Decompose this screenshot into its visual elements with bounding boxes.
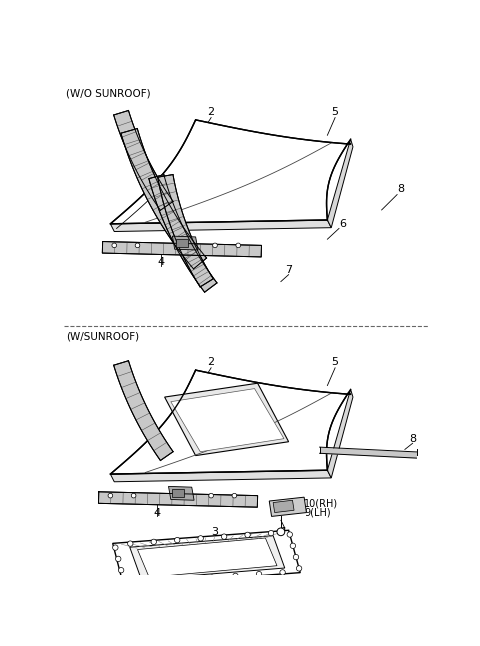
Text: 7: 7 bbox=[285, 265, 292, 275]
Polygon shape bbox=[110, 470, 331, 482]
Text: 2: 2 bbox=[207, 357, 215, 368]
Circle shape bbox=[108, 494, 113, 498]
Circle shape bbox=[296, 566, 302, 571]
Polygon shape bbox=[110, 220, 331, 231]
Circle shape bbox=[287, 532, 292, 537]
Polygon shape bbox=[172, 236, 198, 250]
Polygon shape bbox=[114, 360, 173, 461]
Polygon shape bbox=[121, 129, 206, 269]
Polygon shape bbox=[165, 383, 288, 455]
Polygon shape bbox=[176, 239, 188, 247]
Text: 9(LH): 9(LH) bbox=[304, 508, 331, 517]
Polygon shape bbox=[113, 530, 300, 586]
Circle shape bbox=[186, 577, 191, 582]
Polygon shape bbox=[327, 390, 353, 478]
Polygon shape bbox=[110, 370, 350, 474]
Text: 3: 3 bbox=[212, 527, 218, 537]
Circle shape bbox=[213, 243, 217, 247]
Text: (W/O SUNROOF): (W/O SUNROOF) bbox=[66, 89, 151, 98]
Circle shape bbox=[232, 494, 237, 498]
Polygon shape bbox=[158, 174, 213, 287]
Text: 5: 5 bbox=[332, 357, 338, 368]
Text: 6: 6 bbox=[339, 219, 347, 229]
Circle shape bbox=[128, 541, 133, 547]
Text: 8: 8 bbox=[409, 434, 416, 444]
Circle shape bbox=[236, 243, 240, 247]
Circle shape bbox=[116, 556, 121, 561]
Circle shape bbox=[119, 567, 124, 573]
Polygon shape bbox=[327, 139, 353, 227]
Text: 10(RH): 10(RH) bbox=[304, 498, 338, 508]
Polygon shape bbox=[114, 110, 173, 210]
Circle shape bbox=[209, 575, 215, 580]
Circle shape bbox=[290, 543, 296, 548]
Circle shape bbox=[221, 534, 227, 539]
Text: 2: 2 bbox=[207, 107, 215, 117]
Polygon shape bbox=[172, 490, 184, 497]
Text: 4: 4 bbox=[157, 257, 164, 267]
Polygon shape bbox=[102, 242, 262, 257]
Circle shape bbox=[268, 530, 274, 536]
Polygon shape bbox=[137, 538, 277, 578]
Circle shape bbox=[245, 532, 250, 537]
Circle shape bbox=[135, 243, 140, 247]
Text: (W/SUNROOF): (W/SUNROOF) bbox=[66, 331, 139, 342]
Polygon shape bbox=[130, 536, 285, 579]
Circle shape bbox=[256, 572, 262, 577]
Circle shape bbox=[198, 536, 204, 541]
Circle shape bbox=[209, 494, 214, 498]
Circle shape bbox=[112, 243, 117, 247]
Polygon shape bbox=[273, 500, 294, 512]
Circle shape bbox=[277, 528, 285, 536]
Polygon shape bbox=[168, 486, 194, 500]
Circle shape bbox=[132, 494, 136, 498]
Polygon shape bbox=[171, 389, 284, 452]
Circle shape bbox=[151, 539, 156, 545]
Circle shape bbox=[121, 579, 127, 584]
Text: 5: 5 bbox=[332, 107, 338, 117]
Polygon shape bbox=[269, 497, 306, 516]
Text: 1: 1 bbox=[281, 527, 288, 537]
Text: 8: 8 bbox=[397, 184, 405, 194]
Circle shape bbox=[293, 554, 299, 560]
Circle shape bbox=[280, 570, 285, 575]
Polygon shape bbox=[110, 120, 350, 224]
Circle shape bbox=[113, 545, 118, 550]
Circle shape bbox=[175, 537, 180, 543]
Polygon shape bbox=[98, 492, 258, 507]
Circle shape bbox=[139, 580, 144, 585]
Circle shape bbox=[233, 573, 238, 579]
Polygon shape bbox=[149, 174, 217, 292]
Text: 4: 4 bbox=[153, 508, 160, 517]
Circle shape bbox=[162, 578, 168, 584]
